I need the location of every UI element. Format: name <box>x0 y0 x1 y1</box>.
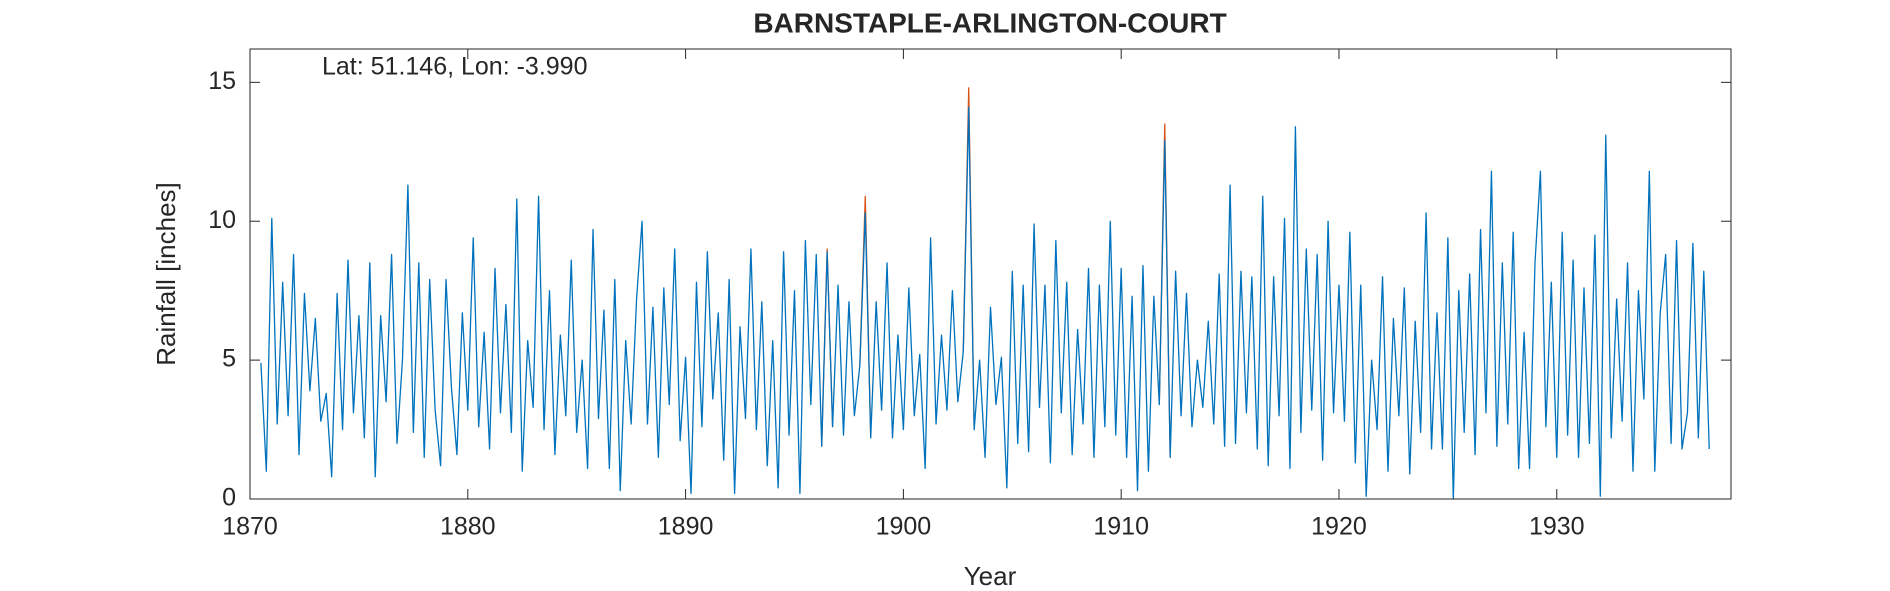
y-tick-label: 10 <box>208 206 236 234</box>
x-tick-label: 1870 <box>222 513 278 541</box>
plot-area <box>250 49 1731 499</box>
axes-box <box>249 48 1732 500</box>
x-tick-label: 1920 <box>1311 513 1367 541</box>
annotation: Lat: 51.146, Lon: -3.990 <box>322 53 588 81</box>
x-tick-label: 1900 <box>876 513 932 541</box>
x-tick-label: 1880 <box>440 513 496 541</box>
data-line <box>260 106 1710 500</box>
y-tick-label: 0 <box>222 484 236 512</box>
chart-title: BARNSTAPLE-ARLINGTON-COURT <box>753 7 1226 38</box>
y-axis-label: Rainfall [inches] <box>151 182 181 366</box>
x-tick-label: 1890 <box>658 513 714 541</box>
x-tick-label: 1930 <box>1529 513 1585 541</box>
x-axis-label: Year <box>964 561 1017 591</box>
y-tick-label: 15 <box>208 67 236 95</box>
y-tick-label: 5 <box>222 345 236 373</box>
x-tick-label: 1910 <box>1093 513 1149 541</box>
